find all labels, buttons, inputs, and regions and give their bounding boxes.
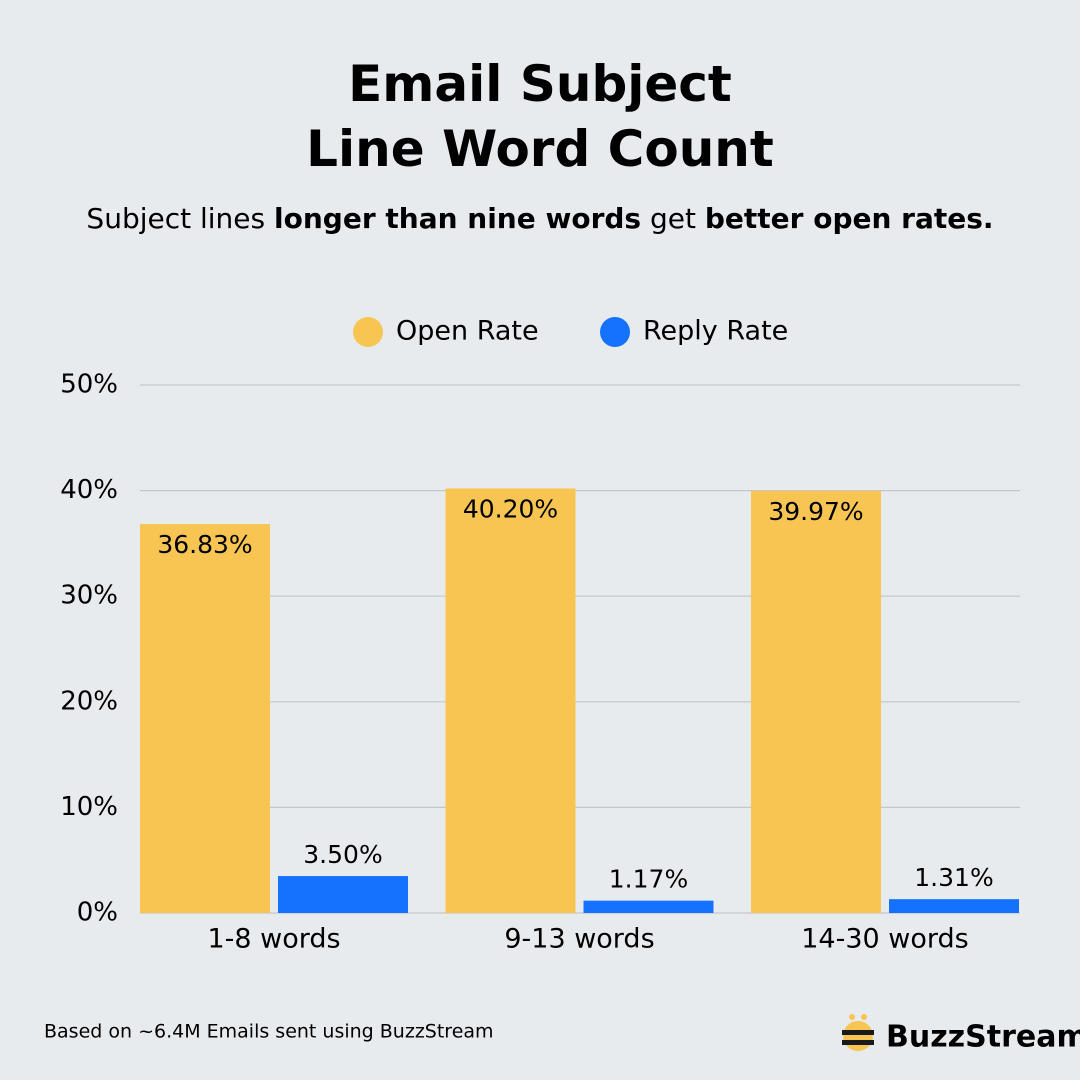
y-tick-label: 30% xyxy=(60,581,118,611)
bar xyxy=(583,900,714,913)
y-tick-label: 20% xyxy=(60,686,118,716)
bar xyxy=(278,876,408,913)
chart-subtitle: Subject lines longer than nine words get… xyxy=(0,202,1080,235)
y-tick-label: 0% xyxy=(77,898,118,928)
legend-marker xyxy=(600,317,630,347)
value-label: 3.50% xyxy=(303,840,382,869)
x-tick-label: 1-8 words xyxy=(207,924,340,955)
y-tick-label: 40% xyxy=(60,475,118,505)
x-tick-label: 14-30 words xyxy=(801,924,968,955)
logo-text: BuzzStream xyxy=(886,1020,1080,1055)
subtitle-segment: longer than nine words xyxy=(274,202,642,235)
bar xyxy=(445,488,576,913)
x-tick-label: 9-13 words xyxy=(504,924,654,955)
bar xyxy=(751,490,881,913)
value-label: 1.17% xyxy=(609,865,688,894)
chart-title: Email Subject Line Word Count xyxy=(306,55,774,178)
y-tick-label: 50% xyxy=(60,370,118,400)
footnote: Based on ~6.4M Emails sent using BuzzStr… xyxy=(44,1021,494,1043)
bar xyxy=(889,899,1019,913)
bar xyxy=(140,524,270,913)
value-label: 39.97% xyxy=(768,497,863,526)
value-label: 36.83% xyxy=(157,530,252,559)
legend-label: Reply Rate xyxy=(643,316,788,347)
y-tick-label: 10% xyxy=(60,792,118,822)
legend-label: Open Rate xyxy=(396,316,539,347)
value-label: 1.31% xyxy=(914,863,993,892)
subtitle-segment: better open rates. xyxy=(704,202,994,235)
value-label: 40.20% xyxy=(463,494,558,523)
subtitle-segment: Subject lines xyxy=(86,202,275,235)
subtitle-segment: get xyxy=(641,202,705,235)
logo-icon xyxy=(842,1014,874,1051)
legend-marker xyxy=(353,317,383,347)
